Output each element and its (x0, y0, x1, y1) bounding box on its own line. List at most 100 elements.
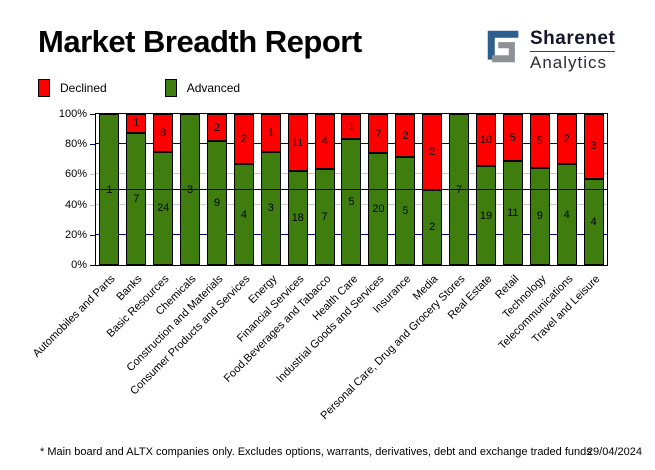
logo-brand-name: Sharenet (530, 28, 616, 52)
page-title: Market Breadth Report (38, 24, 362, 59)
y-tick-mark (90, 114, 95, 115)
declined-segment (502, 114, 523, 162)
y-tick-label: 20% (64, 228, 87, 241)
stacked-bar-industrial-goods-and-services: 7 20 (368, 114, 389, 265)
advanced-value-label: 20 (372, 203, 385, 216)
advanced-value-label: 7 (456, 183, 463, 196)
declined-segment (207, 114, 228, 142)
declined-segment (126, 114, 147, 133)
bar-slot: 5 11 (499, 114, 526, 265)
sharenet-logo: Sharenet Analytics (486, 28, 616, 74)
advanced-segment (180, 114, 201, 265)
advanced-segment (207, 141, 228, 265)
advanced-value-label: 19 (479, 209, 493, 222)
advanced-value-label: 4 (590, 215, 597, 228)
advanced-value-label: 11 (507, 207, 519, 220)
declined-segment (556, 114, 577, 165)
footnote: * Main board and ALTX companies only. Ex… (40, 446, 592, 458)
logo-brand-sub: Analytics (530, 53, 608, 72)
declined-segment (287, 114, 308, 172)
sharenet-logo-icon (487, 30, 519, 63)
declined-segment (341, 114, 362, 140)
advanced-value-label: 4 (240, 208, 247, 221)
advanced-value-label: 3 (187, 183, 194, 196)
declined-value-label: 2 (213, 121, 221, 134)
declined-value-label: 11 (291, 136, 304, 149)
report-date: 29/04/2024 (586, 446, 642, 458)
chart-legend: Declined Advanced (38, 79, 240, 97)
advanced-value-label: 4 (563, 208, 570, 221)
bar-slot: 10 19 (473, 114, 500, 265)
advanced-value-label: 1 (106, 183, 113, 196)
declined-segment (314, 114, 335, 169)
advanced-value-label: 5 (348, 196, 355, 209)
declined-value-label: 2 (402, 129, 409, 142)
stacked-bar-real-estate: 10 19 (475, 114, 496, 265)
advanced-value-label: 2 (429, 221, 436, 234)
bar-slot: 11 18 (284, 114, 311, 265)
advanced-segment (153, 151, 174, 265)
advanced-segment (529, 167, 550, 265)
y-tick-label: 0% (71, 259, 87, 271)
declined-value-label: 5 (536, 134, 543, 147)
advanced-segment (287, 171, 308, 265)
declined-segment (260, 114, 281, 152)
declined-value-label: 2 (563, 133, 570, 146)
bar-slot: 3 (177, 114, 204, 265)
chart-plot-area: 1 1 7 8 24 3 2 9 2 4 1 3 11 18 4 7 1 5 7 20 2 5 2 2 7 10 19 5 11 5 9 2 4… (95, 113, 608, 266)
bar-slot: 7 (446, 114, 473, 265)
declined-segment (233, 114, 254, 165)
bar-slot: 8 24 (150, 114, 177, 265)
y-tick-mark (90, 174, 95, 176)
advanced-segment (314, 168, 335, 265)
declined-value-label: 8 (160, 126, 167, 139)
declined-value-label: 1 (267, 126, 274, 139)
y-tick-label: 100% (58, 108, 87, 120)
advanced-segment (368, 153, 389, 265)
declined-segment (583, 114, 604, 179)
declined-value-label: 1 (133, 117, 140, 130)
y-tick-mark (90, 144, 95, 146)
advanced-value-label: 3 (267, 202, 274, 215)
advanced-value-label: 18 (291, 212, 304, 225)
advanced-segment (341, 139, 362, 265)
declined-value-label: 2 (240, 133, 247, 146)
declined-value-label: 5 (509, 131, 516, 144)
advanced-segment (475, 166, 496, 265)
advanced-segment (99, 114, 120, 265)
y-tick-label: 80% (64, 138, 87, 151)
declined-value-label: 7 (375, 127, 382, 140)
declined-segment (153, 114, 174, 152)
advanced-value-label: 9 (536, 210, 543, 223)
advanced-segment (233, 164, 254, 265)
stacked-bar-retail: 5 11 (502, 114, 523, 265)
gridline-50 (96, 188, 607, 190)
advanced-segment (556, 164, 577, 265)
stacked-bar-financial-services: 11 18 (287, 114, 308, 265)
declined-value-label: 4 (321, 135, 328, 148)
y-tick-mark (90, 204, 95, 206)
advanced-segment (449, 114, 470, 265)
y-tick-label: 60% (64, 168, 87, 181)
declined-value-label: 1 (348, 120, 355, 133)
declined-segment (395, 114, 416, 158)
advanced-segment (502, 161, 523, 265)
advanced-segment (422, 189, 443, 265)
